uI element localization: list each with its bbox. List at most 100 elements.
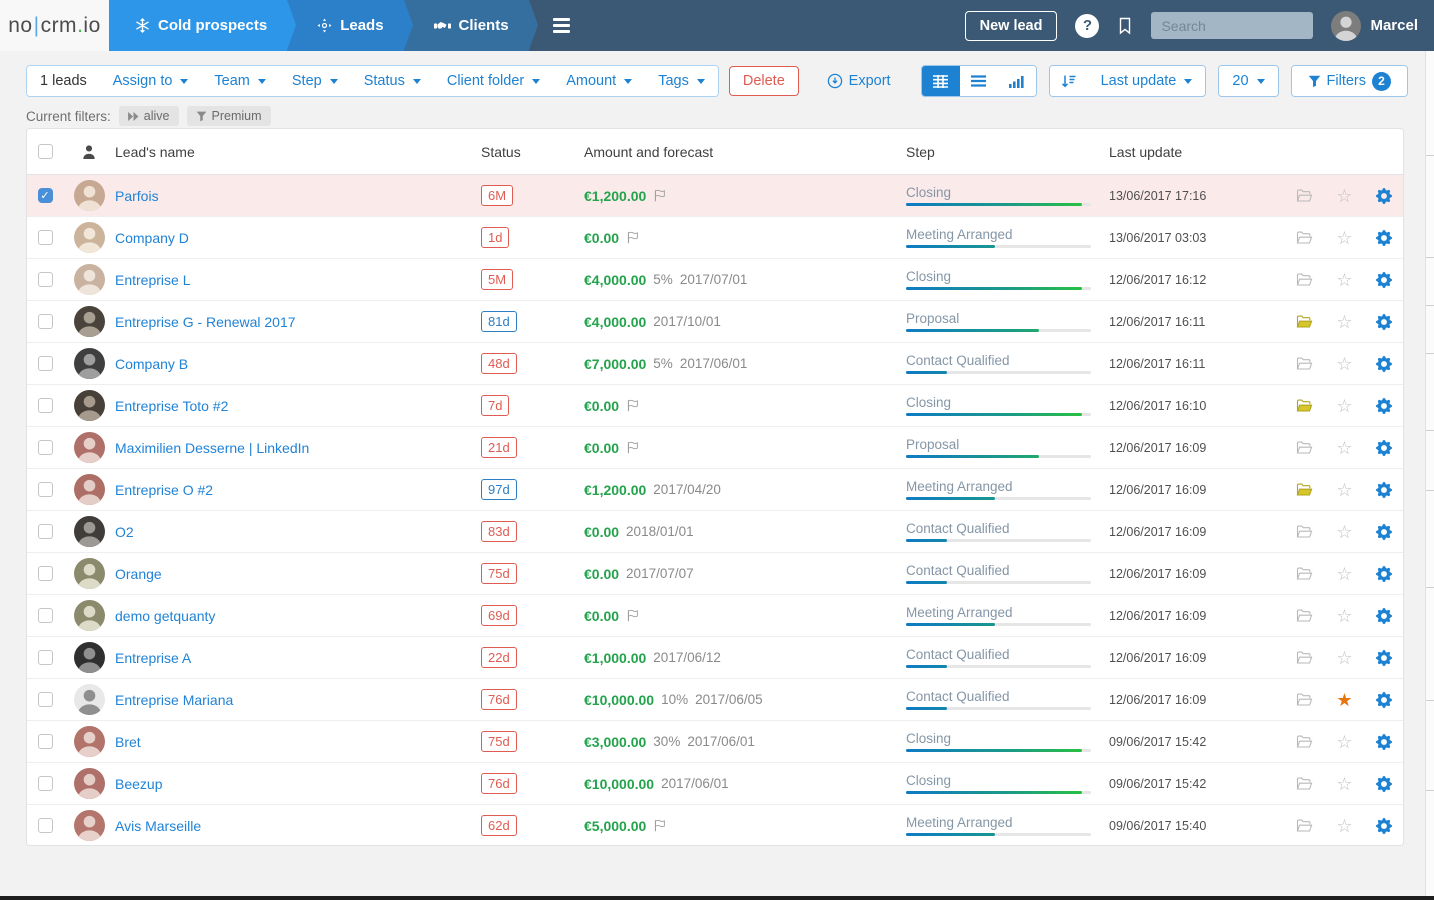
page-size-dropdown[interactable]: 20 <box>1219 66 1278 96</box>
team-dropdown[interactable]: Team <box>201 66 279 96</box>
filters-button[interactable]: Filters 2 <box>1291 66 1407 96</box>
tab-clients[interactable]: Clients <box>403 0 538 51</box>
lead-name-link[interactable]: O2 <box>115 523 134 540</box>
folder-icon[interactable] <box>1296 188 1313 203</box>
assign-to-dropdown[interactable]: Assign to <box>99 66 202 96</box>
star-icon[interactable] <box>1336 313 1352 331</box>
bookmark-icon[interactable] <box>1117 17 1133 35</box>
star-icon[interactable] <box>1336 229 1352 247</box>
list-view-button[interactable] <box>959 66 998 96</box>
sort-by-dropdown[interactable]: Last update <box>1087 66 1206 96</box>
folder-icon[interactable] <box>1296 692 1313 707</box>
row-checkbox[interactable] <box>37 272 53 287</box>
star-icon[interactable] <box>1336 271 1352 289</box>
gear-icon[interactable] <box>1375 439 1392 456</box>
star-icon[interactable] <box>1336 691 1352 709</box>
lead-name-link[interactable]: Company D <box>115 229 189 246</box>
gear-icon[interactable] <box>1375 565 1392 582</box>
folder-icon[interactable] <box>1296 566 1313 581</box>
gear-icon[interactable] <box>1375 523 1392 540</box>
lead-name-link[interactable]: Entreprise L <box>115 271 191 288</box>
folder-icon[interactable] <box>1296 734 1313 749</box>
client-folder-dropdown[interactable]: Client folder <box>433 66 554 96</box>
folder-icon[interactable] <box>1296 818 1313 833</box>
user-menu[interactable]: Marcel <box>1331 10 1418 41</box>
row-checkbox[interactable] <box>37 818 53 833</box>
select-all-checkbox[interactable] <box>37 144 53 159</box>
gear-icon[interactable] <box>1375 775 1392 792</box>
row-checkbox[interactable] <box>37 692 53 707</box>
star-icon[interactable] <box>1336 775 1352 793</box>
star-icon[interactable] <box>1336 397 1352 415</box>
lead-name-link[interactable]: Entreprise O #2 <box>115 481 214 498</box>
gear-icon[interactable] <box>1375 649 1392 666</box>
lead-name-link[interactable]: Entreprise A <box>115 649 192 666</box>
gear-icon[interactable] <box>1375 355 1392 372</box>
star-icon[interactable] <box>1336 565 1352 583</box>
gear-icon[interactable] <box>1375 607 1392 624</box>
tab-cold-prospects[interactable]: Cold prospects <box>109 0 297 51</box>
step-dropdown[interactable]: Step <box>278 66 351 96</box>
header-last-update[interactable]: Last update <box>1109 143 1183 160</box>
row-checkbox[interactable] <box>37 440 53 455</box>
folder-icon[interactable] <box>1296 776 1313 791</box>
folder-icon[interactable] <box>1296 440 1313 455</box>
row-checkbox[interactable] <box>37 314 53 329</box>
lead-name-link[interactable]: Avis Marseille <box>115 817 202 834</box>
delete-button[interactable]: Delete <box>728 66 799 96</box>
star-icon[interactable] <box>1336 649 1352 667</box>
header-leads-name[interactable]: Lead's name <box>115 143 195 160</box>
header-step[interactable]: Step <box>906 143 935 160</box>
gear-icon[interactable] <box>1375 187 1392 204</box>
row-checkbox[interactable] <box>37 734 53 749</box>
folder-icon[interactable] <box>1296 524 1313 539</box>
chart-view-button[interactable] <box>997 66 1036 96</box>
row-checkbox[interactable] <box>37 608 53 623</box>
folder-icon[interactable] <box>1296 398 1313 413</box>
row-checkbox[interactable] <box>37 650 53 665</box>
gear-icon[interactable] <box>1375 271 1392 288</box>
lead-name-link[interactable]: Orange <box>115 565 162 582</box>
star-icon[interactable] <box>1336 481 1352 499</box>
app-logo[interactable]: no | crm. io <box>0 0 109 51</box>
filter-badge-premium[interactable]: Premium <box>186 106 271 126</box>
new-lead-button[interactable]: New lead <box>964 10 1058 41</box>
lead-name-link[interactable]: Bret <box>115 733 141 750</box>
gear-icon[interactable] <box>1375 817 1392 834</box>
row-checkbox[interactable] <box>37 230 53 245</box>
lead-name-link[interactable]: demo getquanty <box>115 607 216 624</box>
star-icon[interactable] <box>1336 187 1352 205</box>
tags-dropdown[interactable]: Tags <box>645 66 718 96</box>
gear-icon[interactable] <box>1375 481 1392 498</box>
lead-name-link[interactable]: Entreprise Toto #2 <box>115 397 229 414</box>
gear-icon[interactable] <box>1375 691 1392 708</box>
star-icon[interactable] <box>1336 817 1352 835</box>
help-icon[interactable]: ? <box>1075 13 1100 38</box>
row-checkbox[interactable] <box>37 566 53 581</box>
lead-name-link[interactable]: Beezup <box>115 775 163 792</box>
star-icon[interactable] <box>1336 355 1352 373</box>
star-icon[interactable] <box>1336 439 1352 457</box>
grid-view-button[interactable] <box>921 66 960 96</box>
folder-icon[interactable] <box>1296 356 1313 371</box>
folder-icon[interactable] <box>1296 230 1313 245</box>
hamburger-menu-icon[interactable] <box>552 18 570 33</box>
header-status[interactable]: Status <box>481 143 521 160</box>
tab-leads[interactable]: Leads <box>287 0 413 51</box>
folder-icon[interactable] <box>1296 482 1313 497</box>
export-button[interactable]: Export <box>827 73 891 89</box>
star-icon[interactable] <box>1336 733 1352 751</box>
gear-icon[interactable] <box>1375 397 1392 414</box>
folder-icon[interactable] <box>1296 314 1313 329</box>
row-checkbox[interactable] <box>37 398 53 413</box>
folder-icon[interactable] <box>1296 272 1313 287</box>
lead-name-link[interactable]: Entreprise G - Renewal 2017 <box>115 313 296 330</box>
sort-direction-button[interactable] <box>1049 66 1088 96</box>
lead-name-link[interactable]: Entreprise Mariana <box>115 691 234 708</box>
gear-icon[interactable] <box>1375 733 1392 750</box>
folder-icon[interactable] <box>1296 650 1313 665</box>
filter-badge-alive[interactable]: alive <box>118 106 179 126</box>
row-checkbox[interactable] <box>37 356 53 371</box>
row-checkbox[interactable] <box>37 524 53 539</box>
header-amount[interactable]: Amount and forecast <box>584 143 714 160</box>
